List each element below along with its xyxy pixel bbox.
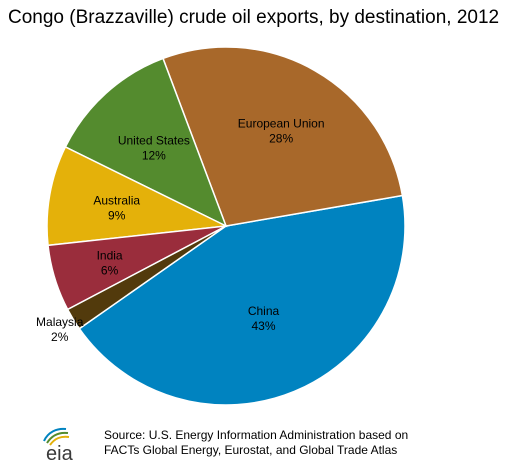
slice-name-label: China [248,304,280,318]
slice-malaysia [66,225,227,330]
logo-text: eia [46,443,74,464]
slice-united-states [64,57,228,228]
slice-name-label: Australia [93,194,140,208]
slice-australia [46,145,229,247]
footer: eia Source: U.S. Energy Information Admi… [38,424,508,464]
slice-value-label: 6% [101,264,119,278]
slice-value-label: 9% [108,209,126,223]
slice-name-label: European Union [238,117,325,131]
chart-title: Congo (Brazzaville) crude oil exports, b… [8,7,500,28]
source-note: Source: U.S. Energy Information Administ… [104,428,409,457]
slice-value-label: 28% [269,132,293,146]
pie-slices [46,46,406,406]
slice-china [78,194,406,406]
slice-value-label: 43% [252,319,276,333]
slice-european-union [162,46,404,227]
slice-name-label: Malaysia [36,315,84,329]
slice-name-label: United States [118,133,190,147]
slice-name-label: India [97,249,123,263]
slice-value-label: 12% [142,148,166,162]
eia-logo: eia [43,427,74,464]
slice-value-label: 2% [51,330,69,344]
